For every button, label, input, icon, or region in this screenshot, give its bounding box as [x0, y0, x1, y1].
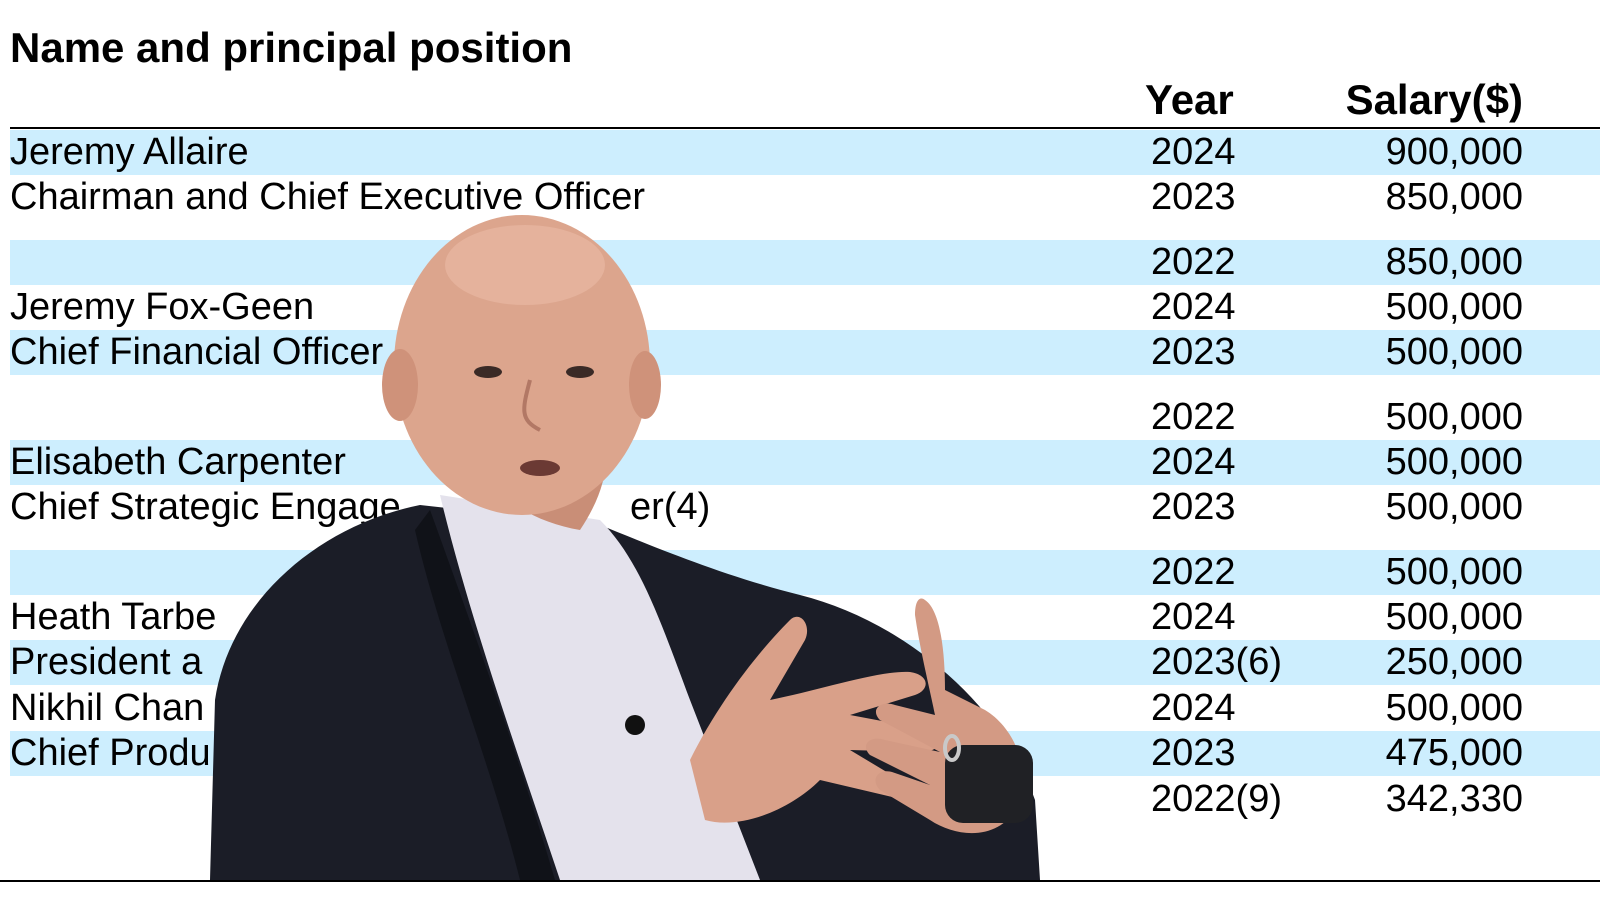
table-row: Jeremy Allaire 2024 900,000 — [10, 130, 1600, 175]
row-salary: 475,000 — [1385, 732, 1523, 774]
row-salary: 850,000 — [1385, 241, 1523, 283]
row-year: 2023 — [1151, 732, 1236, 774]
row-salary: 500,000 — [1385, 687, 1523, 729]
row-salary: 500,000 — [1385, 551, 1523, 593]
header-rule — [10, 127, 1600, 129]
table-row: President a 2023(6) 250,000 — [10, 640, 1600, 685]
row-year: 2024 — [1151, 596, 1236, 638]
row-salary: 850,000 — [1385, 176, 1523, 218]
column-header-year: Year — [1145, 76, 1234, 123]
column-header-salary: Salary($) — [1345, 76, 1523, 123]
table-row: Elisabeth Carpenter 2024 500,000 — [10, 440, 1600, 485]
row-year: 2024 — [1151, 131, 1236, 173]
table-row: 2022 500,000 — [10, 395, 1600, 440]
table-row: Jeremy Fox-Geen 2024 500,000 — [10, 285, 1600, 330]
row-salary: 500,000 — [1385, 596, 1523, 638]
row-salary: 900,000 — [1385, 131, 1523, 173]
table-row: Chief Financial Officer 2023 500,000 — [10, 330, 1600, 375]
row-year: 2023 — [1151, 331, 1236, 373]
table-row: Nikhil Chan 2024 500,000 — [10, 686, 1600, 731]
row-salary: 250,000 — [1385, 641, 1523, 683]
row-name-tail: er(4) — [630, 486, 711, 528]
row-salary: 342,330 — [1385, 778, 1523, 820]
column-header-name: Name and principal position — [10, 24, 573, 71]
table-bottom-rule — [0, 880, 1600, 882]
row-name: Chief Strategic Engage — [10, 486, 401, 528]
table-row: Chief Strategic Engage er(4) 2023 500,00… — [10, 485, 1600, 530]
row-year: 2024 — [1151, 441, 1236, 483]
row-name: Heath Tarbe — [10, 596, 217, 638]
table-row: Chairman and Chief Executive Officer 202… — [10, 175, 1600, 220]
row-year: 2023(6) — [1151, 641, 1282, 683]
row-name: Chief Financial Officer — [10, 331, 384, 373]
row-name: President a — [10, 641, 203, 683]
row-salary: 500,000 — [1385, 396, 1523, 438]
row-year: 2022 — [1151, 551, 1236, 593]
table-row: 2022(9) 342,330 — [10, 777, 1600, 822]
table-row: Chief Produ 2023 475,000 — [10, 731, 1600, 776]
row-year: 2022 — [1151, 241, 1236, 283]
row-year: 2023 — [1151, 486, 1236, 528]
table-row: Heath Tarbe 2024 500,000 — [10, 595, 1600, 640]
row-name: Jeremy Allaire — [10, 131, 249, 173]
row-year: 2022 — [1151, 396, 1236, 438]
row-salary: 500,000 — [1385, 286, 1523, 328]
row-year: 2024 — [1151, 687, 1236, 729]
row-salary: 500,000 — [1385, 486, 1523, 528]
table-row: 2022 500,000 — [10, 550, 1600, 595]
row-name: Jeremy Fox-Geen — [10, 286, 315, 328]
row-name: Chairman and Chief Executive Officer — [10, 176, 646, 218]
row-name: Elisabeth Carpenter — [10, 441, 346, 483]
row-year: 2022(9) — [1151, 778, 1282, 820]
row-year: 2024 — [1151, 286, 1236, 328]
row-name: Nikhil Chan — [10, 687, 205, 729]
row-year: 2023 — [1151, 176, 1236, 218]
row-salary: 500,000 — [1385, 441, 1523, 483]
row-salary: 500,000 — [1385, 331, 1523, 373]
table-row: 2022 850,000 — [10, 240, 1600, 285]
row-name: Chief Produ — [10, 732, 211, 774]
